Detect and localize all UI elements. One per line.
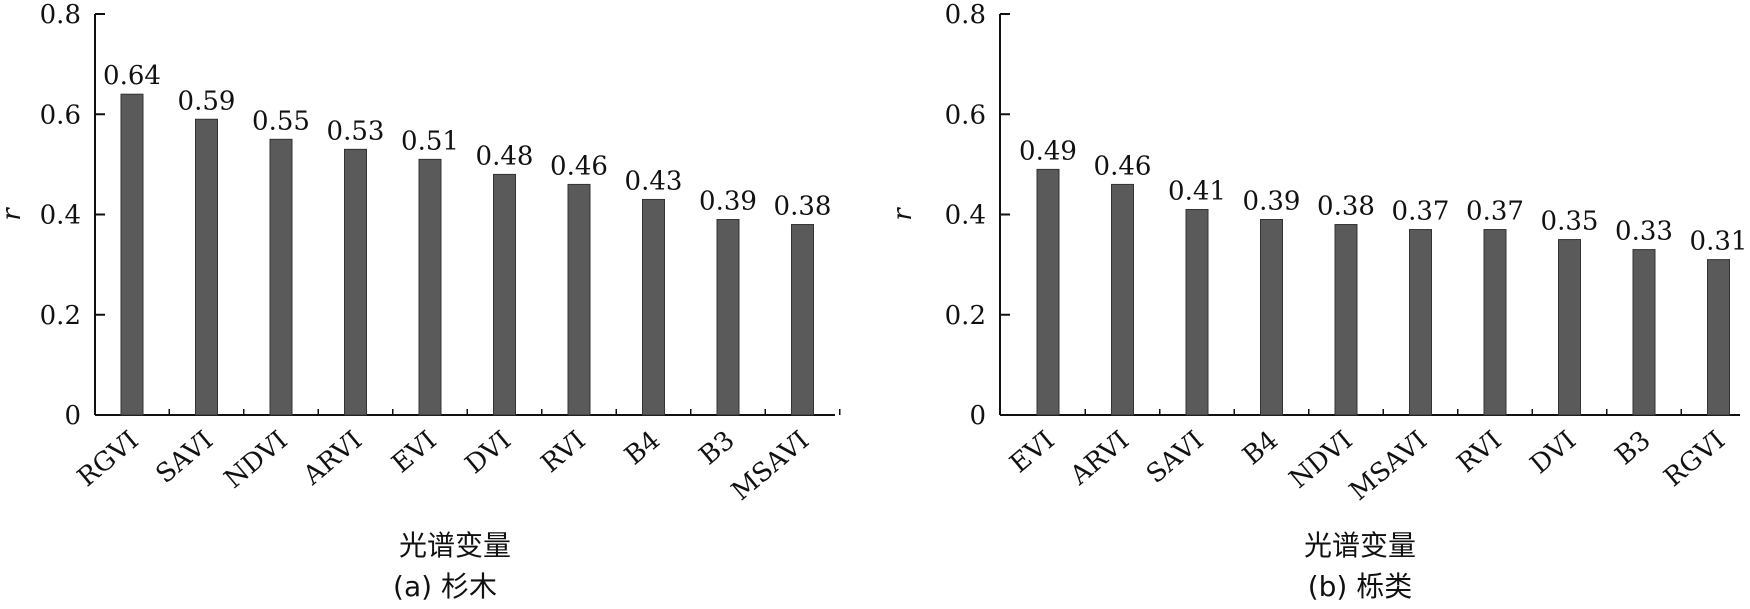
- bar: [642, 198, 665, 416]
- bar: [344, 148, 367, 416]
- category-label: RGVI: [1659, 425, 1731, 493]
- data-label: 0.59: [178, 86, 236, 116]
- y-tick-label: 0.4: [40, 201, 81, 231]
- bar: [1111, 183, 1134, 416]
- x-axis-title: 光谱变量: [399, 529, 511, 562]
- category-label: SAVI: [150, 425, 219, 489]
- bar: [120, 93, 144, 416]
- bar: [791, 224, 814, 416]
- bar: [1409, 229, 1432, 416]
- y-tick-label: 0.6: [40, 100, 81, 130]
- data-label: 0.33: [1615, 217, 1673, 247]
- category-label: RVI: [1452, 425, 1508, 479]
- y-tick-label: 0.8: [40, 0, 81, 30]
- bar: [716, 219, 740, 416]
- category-label: B4: [619, 425, 666, 471]
- y-axis-title: r: [0, 207, 27, 221]
- bar: [1632, 249, 1656, 416]
- category-label: RGVI: [72, 425, 144, 493]
- bar: [1334, 224, 1358, 416]
- category-label: MSAVI: [1344, 425, 1433, 506]
- data-label: 0.53: [327, 116, 385, 146]
- category-label: DVI: [1525, 425, 1582, 480]
- bar: [1185, 208, 1209, 416]
- data-label: 0.31: [1690, 227, 1748, 257]
- bar: [567, 183, 591, 416]
- data-label: 0.46: [550, 151, 608, 181]
- panel-caption: (a) 杉木: [393, 570, 497, 603]
- data-label: 0.37: [1392, 197, 1450, 227]
- data-label: 0.55: [252, 106, 310, 136]
- data-label: 0.51: [401, 126, 459, 156]
- category-label: ARVI: [1064, 425, 1135, 491]
- bar: [1558, 239, 1581, 416]
- bar: [269, 138, 293, 416]
- bar: [195, 118, 218, 416]
- data-label: 0.41: [1168, 176, 1226, 206]
- y-tick-label: 0.6: [945, 100, 986, 130]
- data-label: 0.35: [1541, 207, 1599, 237]
- y-tick-label: 0.8: [945, 0, 986, 30]
- category-label: B3: [694, 425, 741, 471]
- panel-caption: (b) 栎类: [1308, 570, 1413, 603]
- category-label: EVI: [386, 425, 442, 479]
- data-label: 0.48: [476, 141, 534, 171]
- y-axis-title: r: [888, 207, 918, 221]
- data-label: 0.38: [1317, 192, 1375, 222]
- y-tick-label: 0: [969, 401, 986, 431]
- data-label: 0.49: [1019, 136, 1077, 166]
- bar: [493, 173, 516, 416]
- category-label: B4: [1237, 425, 1284, 471]
- data-label: 0.46: [1094, 151, 1152, 181]
- category-label: NDVI: [219, 425, 294, 494]
- data-label: 0.39: [1243, 187, 1301, 217]
- x-axis-title: 光谱变量: [1304, 529, 1416, 562]
- y-tick-label: 0.4: [945, 201, 986, 231]
- data-label: 0.43: [625, 166, 683, 196]
- data-label: 0.39: [699, 187, 757, 217]
- y-tick-label: 0: [64, 401, 81, 431]
- data-label: 0.37: [1466, 197, 1524, 227]
- bar: [1483, 229, 1507, 416]
- category-label: MSAVI: [726, 425, 815, 506]
- bar: [1707, 259, 1730, 416]
- bar: [1260, 219, 1283, 416]
- category-label: EVI: [1004, 425, 1060, 479]
- panel-a: 0 0.2 0.4 0.6 0.8 r 0.64 RGVI 0.59 SAVI 0.55 NDVI 0.…: [0, 0, 841, 603]
- data-label: 0.38: [774, 192, 832, 222]
- category-label: RVI: [536, 425, 592, 479]
- data-label: 0.64: [103, 61, 161, 91]
- category-label: B3: [1610, 425, 1657, 471]
- y-tick-label: 0.2: [945, 301, 986, 331]
- panel-b: 0 0.2 0.4 0.6 0.8 r 0.49 EVI 0.46 ARVI 0.41 SAVI 0.3…: [888, 0, 1748, 603]
- category-label: SAVI: [1141, 425, 1210, 489]
- category-label: ARVI: [297, 425, 368, 491]
- bar: [418, 158, 442, 416]
- y-tick-label: 0.2: [40, 301, 81, 331]
- bar: [1036, 168, 1060, 416]
- category-label: DVI: [460, 425, 517, 480]
